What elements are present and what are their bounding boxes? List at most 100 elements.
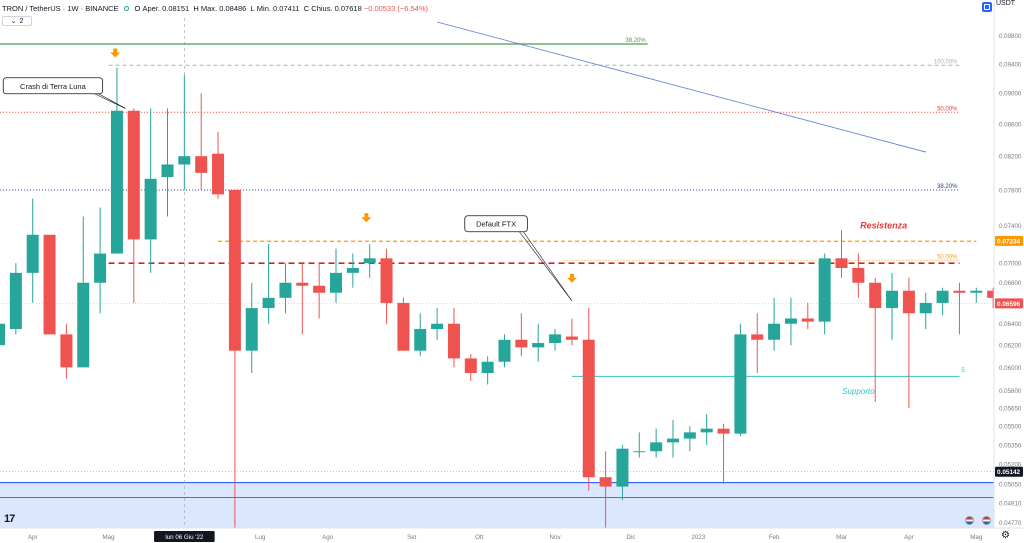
trendline [436, 21, 926, 153]
price-tick-label: 0.04910 [999, 500, 1022, 507]
screenshot-icon[interactable] [982, 2, 992, 12]
arrow-down-icon [364, 213, 369, 218]
close-value: Chius. 0.07618 [311, 3, 362, 13]
price-tick-label: 0.04770 [999, 520, 1022, 527]
price-tick-label: 0.09800 [999, 33, 1022, 40]
arrow-down-icon [569, 273, 574, 278]
date-highlight-bg [154, 531, 215, 542]
price-tick-label: 0.05800 [999, 388, 1022, 395]
candle-body [700, 428, 713, 433]
candle-body [953, 290, 966, 293]
candle-body [919, 302, 932, 314]
price-tick-label: 0.05650 [999, 405, 1022, 412]
price-label-text: 0.07234 [997, 238, 1021, 245]
candle-body [599, 477, 612, 487]
price-label-bg [995, 466, 1023, 477]
annotation-label: Resistenza [860, 220, 907, 230]
candle-body [127, 110, 140, 240]
support-zone [0, 482, 994, 528]
indicators-toggle-button[interactable]: ⌄ 2 [2, 16, 32, 26]
candle-body [683, 432, 696, 439]
candle-body [431, 323, 444, 330]
price-tick-label: 0.06800 [999, 280, 1022, 287]
currency-selector[interactable]: USDT [996, 0, 1016, 7]
time-tick-label: Lug [255, 534, 266, 541]
candle-body [650, 442, 663, 452]
low-value: Min. 0.07411 [256, 3, 300, 13]
candle-body [110, 110, 123, 254]
price-tick-label: 0.05050 [999, 481, 1022, 488]
symbol-legend: TRON / TetherUS · 1W · BINANCE O Aper. 0… [0, 0, 428, 16]
candle-body [481, 361, 494, 374]
candle-body [515, 339, 528, 348]
time-tick-label: Ago [322, 534, 334, 541]
candle-body [346, 267, 359, 273]
tradingview-logo-icon[interactable]: 17 [4, 513, 15, 525]
low-label: L [250, 3, 255, 13]
candle-body [464, 358, 477, 374]
candle-body [245, 308, 258, 351]
candle-body [987, 290, 994, 298]
price-tick-label: 0.05350 [999, 442, 1022, 449]
candle-body [363, 258, 376, 264]
arrow-down-icon [113, 48, 118, 53]
symbol-title[interactable]: TRON / TetherUS · 1W · BINANCE [2, 3, 119, 13]
price-tick-label: 0.09400 [999, 61, 1022, 68]
indicators-count: 2 [19, 17, 24, 25]
price-axis-bg [994, 0, 1024, 543]
open-label: O [134, 3, 141, 13]
candle-body [161, 164, 174, 178]
candle-body [565, 336, 578, 340]
candle-body [26, 234, 39, 273]
price-label-text: 0.06596 [997, 301, 1021, 308]
fib-level-label: 38.20% [625, 38, 646, 44]
candle-body [330, 272, 342, 293]
callout-pointer [523, 231, 573, 302]
change-value: −0.00533 (−6.54%) [363, 3, 429, 13]
time-tick-label: Ott [475, 534, 484, 541]
price-tick-label: 0.09000 [999, 91, 1022, 98]
callout-pointer [519, 231, 573, 302]
candle-body [667, 438, 679, 443]
time-tick-label: Dic [626, 534, 635, 541]
candle-body [43, 234, 56, 335]
arrow-down-icon [110, 52, 121, 58]
time-tick-label: Mar [836, 534, 847, 541]
callout-box [464, 215, 528, 233]
candle-body [616, 448, 629, 487]
time-tick-label: lun 06 Giu '22 [165, 534, 204, 541]
fib-level-label: 100.00% [934, 59, 958, 65]
price-tick-label: 0.07800 [999, 187, 1022, 194]
time-tick-label: Set [407, 534, 417, 541]
callout-pointer [98, 93, 126, 109]
price-tick-label: 0.08600 [999, 121, 1022, 128]
candle-body [768, 323, 781, 340]
open-value: Aper. 0.08151 [142, 3, 190, 13]
price-tick-label: 0.06000 [999, 365, 1022, 372]
candle-body [869, 282, 882, 309]
arrow-down-icon [361, 217, 372, 223]
candle-body [734, 334, 747, 434]
candle-body [582, 339, 595, 478]
candle-body [498, 339, 511, 362]
chevron-down-icon: ⌄ [10, 18, 17, 25]
candle-body [549, 334, 562, 344]
candle-body [852, 267, 865, 283]
plot-area: 38.20% 100.00% 50.00% 38.20% 50.00% 5 Crash di… [0, 18, 994, 528]
candle-body [633, 451, 646, 453]
candle-body [717, 428, 730, 434]
candle-body [296, 282, 309, 286]
price-tick-label: 0.07400 [999, 223, 1022, 230]
candle-body [144, 178, 157, 240]
candle-body [886, 290, 899, 309]
candle-body [801, 318, 814, 322]
callout-box [2, 77, 104, 95]
candle-body [447, 323, 460, 359]
candle-body [397, 302, 410, 351]
candle-body [178, 156, 191, 165]
callout-text: Crash di Terra Luna [20, 82, 87, 91]
high-value: Max. 0.08486 [200, 3, 247, 13]
candle-body [9, 272, 22, 330]
gear-icon[interactable]: ⚙ [1001, 530, 1010, 541]
